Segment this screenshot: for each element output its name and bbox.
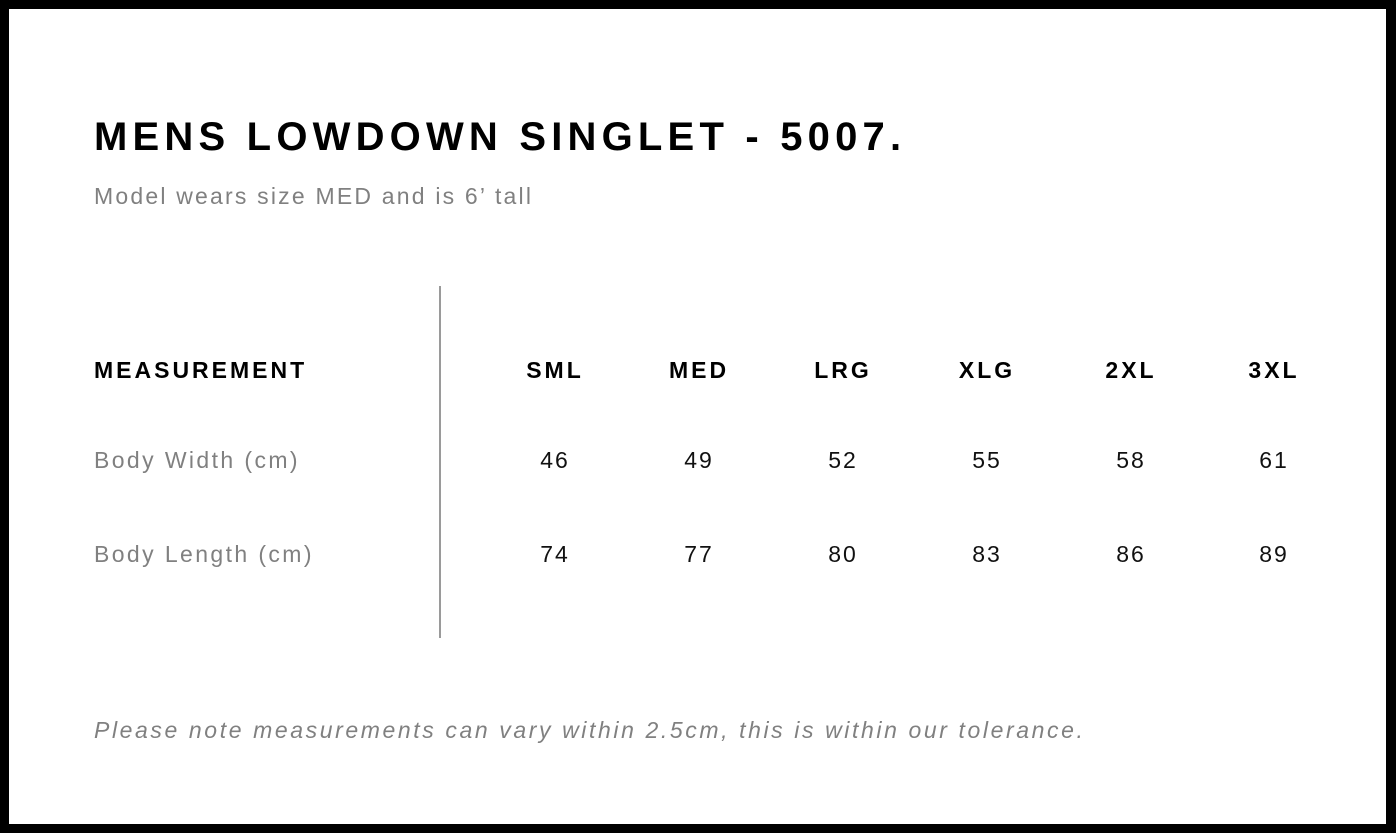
tolerance-note: Please note measurements can vary within…	[94, 717, 1086, 743]
table-cell: 61	[1259, 447, 1289, 473]
size-header-xlg: XLG	[958, 357, 1016, 383]
table-cell: 46	[540, 447, 570, 473]
table-cell: 83	[972, 541, 1002, 567]
table-cell: 74	[540, 541, 570, 567]
row-label-body-width: Body Width (cm)	[94, 447, 300, 473]
table-cell: 80	[828, 541, 858, 567]
table-cell: 77	[684, 541, 714, 567]
size-header-lrg: LRG	[814, 357, 872, 383]
size-header-3xl: 3XL	[1248, 357, 1300, 383]
size-header-med: MED	[668, 357, 730, 383]
row-label-body-length: Body Length (cm)	[94, 541, 314, 567]
size-header-2xl: 2XL	[1105, 357, 1157, 383]
page-title: MENS LOWDOWN SINGLET - 5007.	[94, 115, 907, 159]
table-cell: 86	[1116, 541, 1146, 567]
subtitle: Model wears size MED and is 6’ tall	[94, 183, 534, 209]
size-chart-card: MENS LOWDOWN SINGLET - 5007. Model wears…	[9, 9, 1386, 824]
measurement-header: MEASUREMENT	[94, 357, 308, 383]
size-header-sml: SML	[526, 357, 584, 383]
column-divider	[439, 286, 441, 638]
table-cell: 49	[684, 447, 714, 473]
table-cell: 52	[828, 447, 858, 473]
table-cell: 58	[1116, 447, 1146, 473]
table-cell: 89	[1259, 541, 1289, 567]
table-cell: 55	[972, 447, 1002, 473]
